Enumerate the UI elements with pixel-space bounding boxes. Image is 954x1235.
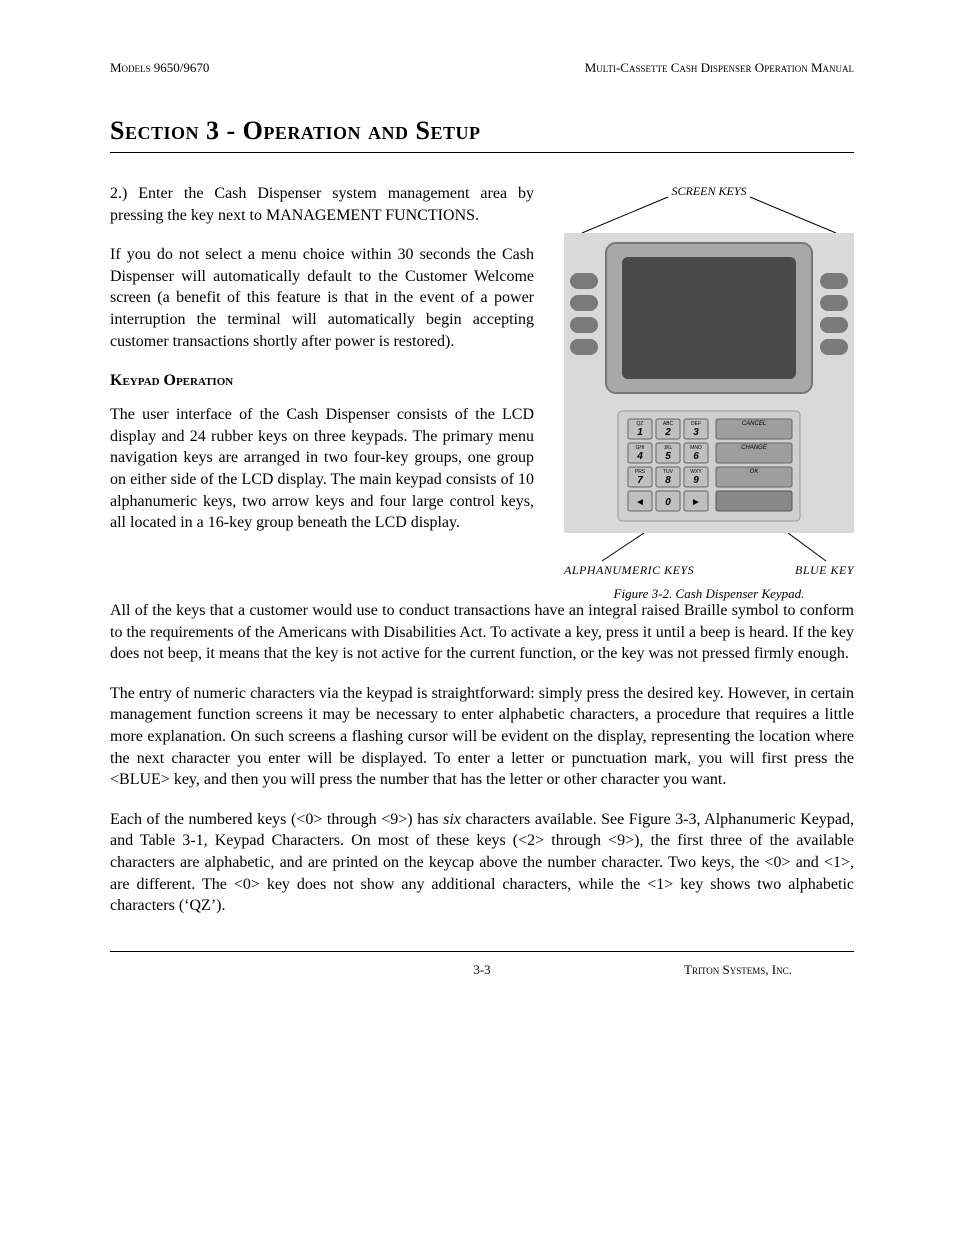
svg-text:8: 8: [665, 475, 671, 486]
svg-text:4: 4: [636, 451, 643, 462]
screen-key-left-1: [570, 273, 598, 289]
svg-text:CHANGE: CHANGE: [741, 445, 768, 451]
page-header: Models 9650/9670 Multi-Cassette Cash Dis…: [110, 60, 854, 78]
body-p6: Each of the numbered keys (<0> through <…: [110, 809, 854, 917]
svg-text:2: 2: [664, 427, 671, 438]
footer-rule: [110, 951, 854, 952]
keypad-key-blue: [716, 491, 792, 511]
svg-text:5: 5: [665, 451, 671, 462]
screen-key-right-4: [820, 339, 848, 355]
screen-key-right-2: [820, 295, 848, 311]
screen-key-right-3: [820, 317, 848, 333]
page-number: 3-3: [280, 962, 684, 978]
figure-keypad-diagram: SCREEN KEYS: [564, 183, 854, 602]
keypad-illustration: QZ 1 ABC 2 DEF 3 GHI 4: [564, 233, 854, 533]
figure-label-alphanumeric-keys: ALPHANUMERIC KEYS: [564, 563, 694, 578]
header-right: Multi-Cassette Cash Dispenser Operation …: [585, 60, 854, 76]
svg-text:CANCEL: CANCEL: [742, 421, 766, 427]
figure-label-screen-keys: SCREEN KEYS: [671, 184, 746, 198]
body-p1: 2.) Enter the Cash Dispenser system mana…: [110, 183, 534, 226]
svg-text:►: ►: [691, 497, 701, 508]
page-footer: 3-3 Triton Systems, Inc.: [110, 951, 854, 978]
body-p4: All of the keys that a customer would us…: [110, 600, 854, 665]
screen-key-left-3: [570, 317, 598, 333]
svg-text:1: 1: [637, 427, 643, 438]
header-left: Models 9650/9670: [110, 60, 209, 76]
screen-key-right-1: [820, 273, 848, 289]
svg-text:◄: ◄: [635, 497, 645, 508]
screen-key-left-2: [570, 295, 598, 311]
svg-text:7: 7: [637, 475, 643, 486]
footer-company: Triton Systems, Inc.: [684, 962, 854, 978]
section-title: Section 3 - Operation and Setup: [110, 116, 854, 146]
svg-text:OK: OK: [750, 469, 760, 475]
subhead-keypad-operation: Keypad Operation: [110, 372, 534, 390]
svg-text:0: 0: [665, 497, 671, 508]
body-p5: The entry of numeric characters via the …: [110, 683, 854, 791]
screen-key-left-4: [570, 339, 598, 355]
svg-text:3: 3: [693, 427, 699, 438]
body-p3: The user interface of the Cash Dispenser…: [110, 404, 534, 534]
title-rule: [110, 152, 854, 153]
figure-label-blue-key: BLUE KEY: [795, 563, 854, 578]
svg-text:6: 6: [693, 451, 699, 462]
svg-text:9: 9: [693, 475, 699, 486]
body-p2: If you do not select a menu choice withi…: [110, 244, 534, 352]
